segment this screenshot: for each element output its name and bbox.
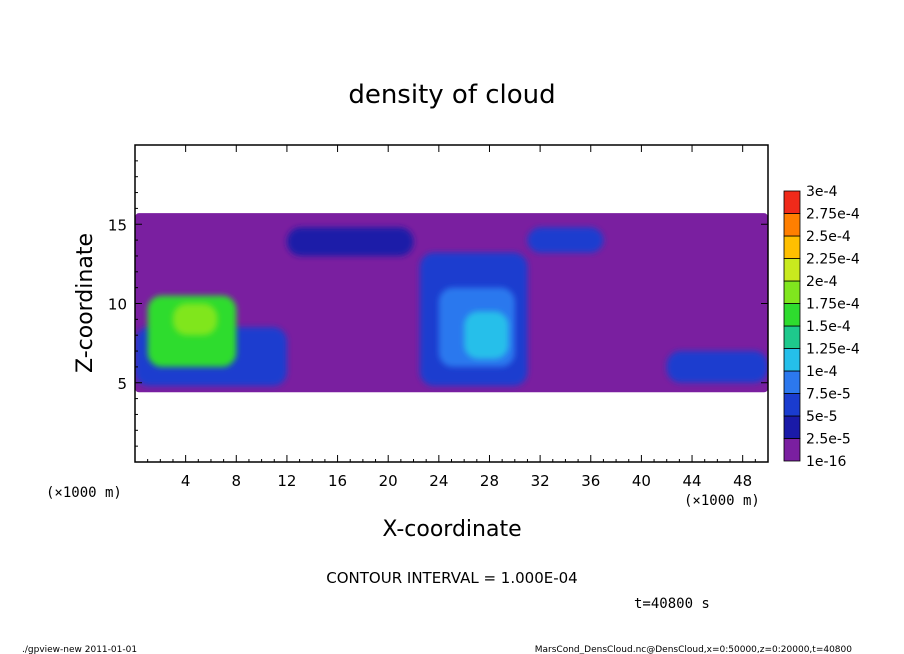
colorbar-label: 1e-16 [806,454,846,470]
footer-right: MarsCond_DensCloud.nc@DensCloud,x=0:5000… [535,645,852,654]
colorbar-segment [783,213,801,237]
field-region-4 [464,311,509,359]
x-tick-label: 24 [429,472,448,490]
colorbar-label: 2e-4 [806,274,838,290]
contour-interval-text: CONTOUR INTERVAL = 1.000E-04 [326,569,577,587]
x-tick-label: 12 [277,472,296,490]
colorbar-label: 7.5e-5 [806,387,851,403]
x-tick-label: 4 [181,472,191,490]
footer-left: ./gpview-new 2011-01-01 [22,645,137,654]
colorbar-label: 1.5e-4 [806,319,851,335]
field-region-7 [172,303,218,336]
plot-area [135,213,768,393]
x-tick-label: 28 [480,472,499,490]
y-tick-label: 5 [117,375,127,393]
colorbar-segment [783,235,801,259]
x-tick-label: 16 [328,472,347,490]
colorbar-segment [783,303,801,327]
colorbar-segment [783,438,801,462]
colorbar-segment [783,190,801,214]
x-tick-label: 48 [733,472,752,490]
y-axis-ticks: 5 10 15 [108,160,768,447]
colorbar-label: 1.25e-4 [806,342,860,358]
x-tick-label: 36 [581,472,600,490]
colorbar-label: 5e-5 [806,409,837,425]
colorbar-label: 2.5e-5 [806,432,851,448]
x-tick-label: 44 [682,472,701,490]
field-region-1 [286,227,414,256]
colorbar-label: 1e-4 [806,364,838,380]
x-tick-label: 20 [379,472,398,490]
x-tick-label: 32 [531,472,550,490]
colorbar-segment [783,280,801,304]
colorbar-label: 1.75e-4 [806,297,860,313]
x-axis-ticks: 4 8 12 16 20 24 28 32 36 40 44 48 [147,145,756,490]
y-tick-label: 10 [108,296,127,314]
colorbar-segment [783,325,801,349]
colorbar-label: 2.5e-4 [806,229,851,245]
chart-title: density of cloud [348,80,555,110]
colorbar-segment [783,393,801,417]
x-tick-label: 40 [632,472,651,490]
colorbar-segment [783,258,801,282]
colorbar: 1e-16 2.5e-5 5e-5 7.5e-5 1e-4 1.25e-4 1.5e-4 1.… [783,184,860,470]
colorbar-segment [783,370,801,394]
colorbar-label: 2.75e-4 [806,207,860,223]
x-axis-label: X-coordinate [382,517,521,542]
colorbar-segment [783,415,801,439]
colorbar-segment [783,348,801,372]
x-unit-label: (×1000 m) [684,493,760,509]
field-region-9 [527,227,604,253]
y-axis-label: Z-coordinate [73,233,98,373]
y-tick-label: 15 [108,216,127,234]
field-region-8 [666,351,768,383]
time-text: t=40800 s [634,596,710,612]
colorbar-label: 3e-4 [806,184,838,200]
x-tick-label: 8 [232,472,242,490]
colorbar-label: 2.25e-4 [806,252,860,268]
y-unit-label: (×1000 m) [46,485,122,501]
